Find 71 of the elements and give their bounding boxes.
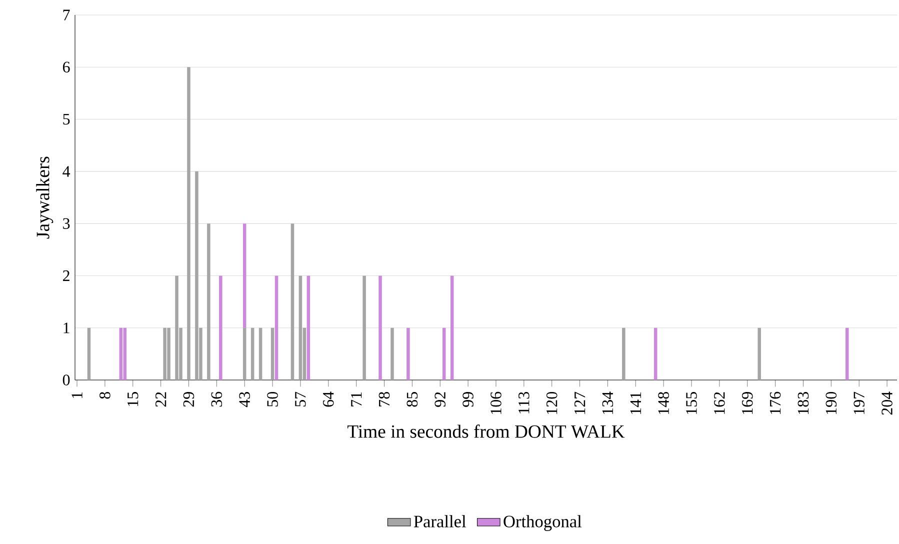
y-tick-label: 7 <box>63 10 70 20</box>
x-tick-label: 92 <box>434 392 446 407</box>
bar <box>758 328 761 380</box>
x-tick-label: 134 <box>602 392 614 414</box>
bar <box>290 224 294 380</box>
x-tick-label: 57 <box>295 392 306 406</box>
x-tick-label: 43 <box>239 392 250 408</box>
bar <box>163 328 166 380</box>
x-tick-label: 106 <box>490 392 502 414</box>
x-axis-title: Time in seconds from DONT WALK <box>347 424 625 438</box>
x-tick-label: 190 <box>826 392 837 414</box>
bar <box>390 328 394 380</box>
x-tick-label: 78 <box>378 392 390 406</box>
y-tick-label: 3 <box>63 218 70 229</box>
bar <box>207 224 210 380</box>
x-tick-label: 71 <box>351 392 362 406</box>
x-tick-label: 141 <box>630 392 641 414</box>
y-tick-label: 2 <box>63 270 70 282</box>
bar <box>258 328 262 380</box>
x-tick-label: 176 <box>770 392 781 414</box>
y-tick-label: 4 <box>62 166 70 177</box>
bar <box>406 328 410 380</box>
x-tick-label: 120 <box>546 392 558 414</box>
x-tick-label: 127 <box>574 392 586 414</box>
bar <box>119 328 123 380</box>
bar <box>123 328 127 380</box>
x-tick-label: 113 <box>518 392 530 414</box>
bar <box>242 224 246 328</box>
x-tick-label: 64 <box>323 392 334 407</box>
x-tick-label: 29 <box>183 392 194 407</box>
x-tick-label: 148 <box>658 392 669 414</box>
y-tick-label: 0 <box>62 374 70 386</box>
x-tick-label: 50 <box>267 392 278 406</box>
bar <box>175 276 178 380</box>
x-tick-label: 36 <box>211 392 222 407</box>
legend-label: Parallel <box>414 515 466 528</box>
bar <box>250 328 254 380</box>
legend-label: Orthogonal <box>504 515 582 531</box>
bar <box>195 171 198 380</box>
bar <box>362 276 366 380</box>
bar <box>270 328 274 380</box>
bar <box>298 276 302 380</box>
bar <box>450 276 454 380</box>
bar <box>622 328 626 380</box>
x-tick-label: 22 <box>155 392 166 407</box>
x-tick-label: 183 <box>798 392 809 414</box>
x-tick-label: 155 <box>686 392 697 414</box>
bar <box>242 328 246 380</box>
x-tick-label: 162 <box>714 392 725 414</box>
y-tick-label: 5 <box>63 114 70 125</box>
bar <box>274 276 278 380</box>
x-tick-label: 85 <box>406 392 418 407</box>
bar <box>378 276 382 380</box>
bar <box>442 328 446 380</box>
bar <box>306 276 310 380</box>
x-tick-label: 99 <box>462 392 474 407</box>
x-tick-label: 204 <box>882 392 892 415</box>
bar <box>219 276 222 380</box>
x-tick-label: 197 <box>854 392 864 414</box>
y-tick-label: 1 <box>64 322 70 334</box>
x-tick-label: 15 <box>128 392 138 406</box>
bar <box>654 328 658 380</box>
bar <box>187 67 190 380</box>
x-tick-label: 8 <box>100 392 110 399</box>
bar <box>845 328 849 380</box>
bar <box>167 328 170 380</box>
x-tick-label: 1 <box>72 392 82 398</box>
x-tick-label: 169 <box>742 392 753 414</box>
y-tick-label: 6 <box>62 62 70 73</box>
y-axis-title: Jaywalkers <box>36 156 54 239</box>
bar <box>87 328 91 380</box>
